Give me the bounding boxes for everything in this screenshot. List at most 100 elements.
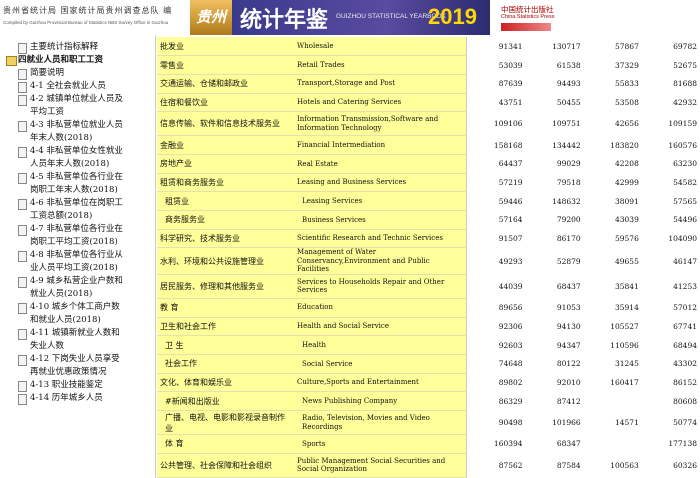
value-cell: 94347 [525, 335, 584, 355]
value-cell: 52879 [525, 247, 584, 275]
industry-en: Hotels and Catering Services [294, 93, 468, 113]
industry-en: Scientific Research and Technic Services [294, 229, 468, 249]
industry-en: Business Services [294, 210, 468, 230]
industry-zh: 商务服务业 [157, 210, 295, 230]
industry-en: Radio, Television, Movies and Video Reco… [294, 410, 468, 435]
table-row: 公共管理、社会保障和社会组织 Public Management Social S… [157, 453, 700, 478]
value-cell: 101966 [525, 410, 584, 435]
nav-item[interactable]: 4-12 下岗失业人员享受再就业优惠政策情况 [0, 353, 126, 379]
nav-item[interactable]: 主要统计指标解释 [0, 41, 126, 54]
value-cell: 49655 [583, 247, 642, 275]
nav-item[interactable]: 4-8 非私营单位各行业从业人员平均工资(2018) [0, 249, 126, 275]
value-cell: 90498 [466, 410, 526, 435]
value-cell: 94130 [525, 317, 584, 336]
value-cell: 43302 [641, 354, 700, 374]
industry-zh: 公共管理、社会保障和社会组织 [157, 453, 295, 478]
value-cell: 92010 [525, 373, 584, 392]
table-row: 文化、体育和娱乐业 Culture,Sports and Entertainmen… [157, 373, 700, 393]
value-cell: 42932 [641, 93, 700, 112]
industry-zh: 信息传输、软件和信息技术服务业 [157, 111, 295, 137]
value-cell: 44039 [466, 274, 526, 299]
nav-item[interactable]: 4-6 非私营单位在岗职工工资总额(2018) [0, 197, 126, 223]
press-logo-bar [501, 23, 551, 31]
value-cell: 91053 [525, 298, 584, 318]
industry-en: Information Transmission,Software and In… [294, 111, 468, 137]
nav-item[interactable]: 4-11 城镇新就业人数和失业人数 [0, 327, 126, 353]
industry-zh: 批发业 [157, 37, 295, 57]
nav-item[interactable]: 4-2 城镇单位就业人员及平均工资 [0, 93, 126, 119]
value-cell: 183820 [583, 135, 642, 155]
nav-item[interactable]: 简要说明 [0, 67, 126, 80]
value-cell: 160394 [466, 434, 526, 454]
industry-en: Real Estate [294, 154, 468, 174]
value-cell: 89656 [466, 298, 526, 318]
nav-item[interactable]: 4-7 非私营单位各行业在岗职工平均工资(2018) [0, 223, 126, 249]
value-cell: 92306 [466, 317, 526, 336]
value-cell: 50455 [525, 93, 584, 112]
value-cell: 38091 [583, 191, 642, 211]
nav-item[interactable]: 4-4 非私营单位女性就业人员年末人数(2018) [0, 145, 126, 171]
table-row: 广播、电视、电影和影视录音制作业 Radio, Television, Movie… [157, 410, 700, 435]
industry-en: Leasing and Business Services [294, 173, 468, 193]
nav-item[interactable]: 4-14 历年城乡人员 [0, 392, 126, 405]
industry-zh: 住宿和餐饮业 [157, 93, 295, 113]
value-cell [583, 391, 642, 411]
industry-zh: 体 育 [157, 434, 295, 454]
nav-item[interactable]: 4-3 非私营单位就业人员年末人数(2018) [0, 119, 126, 145]
table-row: 商务服务业 Business Services 57164 79200 43039 544… [157, 210, 700, 230]
table-row: 零售业 Retail Trades 53039 61538 37329 52675 [157, 55, 700, 75]
value-cell: 57565 [641, 191, 700, 211]
nav-item[interactable]: 4-13 职业技能鉴定 [0, 379, 126, 392]
press-logo: 中国统计出版社 China Statistics Press [497, 2, 569, 33]
industry-zh: 零售业 [157, 55, 295, 75]
publisher-en: Compiled by Guizhou Provincial Bureau of… [3, 20, 169, 25]
table-row: 居民服务、修理和其他服务业 Services to Households Repa… [157, 274, 700, 299]
industry-en: Transport,Storage and Post [294, 74, 468, 94]
industry-en: Services to Households Repair and Other … [294, 274, 468, 299]
nav-item[interactable]: 4-10 城乡个体工商户数和就业人员(2018) [0, 301, 126, 327]
value-cell: 59446 [466, 191, 526, 211]
value-cell: 68347 [525, 434, 584, 454]
value-cell: 42999 [583, 173, 642, 192]
industry-zh: 租赁和商务服务业 [157, 173, 295, 193]
value-cell: 87562 [466, 453, 526, 478]
nav-item[interactable]: 四就业人员和职工工资 [0, 54, 138, 67]
table-row: 租赁和商务服务业 Leasing and Business Services 572… [157, 173, 700, 193]
industry-zh: 租赁业 [157, 191, 295, 211]
value-cell: 57219 [466, 173, 526, 192]
value-cell: 104090 [641, 229, 700, 248]
industry-zh: 社会工作 [157, 354, 295, 374]
value-cell: 177138 [641, 434, 700, 454]
table-row: 批发业 Wholesale 91341 130717 57867 69782 [157, 37, 700, 57]
value-cell: 87639 [466, 74, 526, 94]
value-cell: 105527 [583, 317, 642, 336]
data-table: 批发业 Wholesale 91341 130717 57867 69782 零售业 Reta… [157, 37, 700, 478]
industry-zh: 文化、体育和娱乐业 [157, 373, 295, 393]
content: 批发业 Wholesale 91341 130717 57867 69782 零售业 Reta… [157, 37, 700, 478]
value-cell: 43039 [583, 210, 642, 230]
value-cell [583, 434, 642, 454]
value-cell: 92603 [466, 335, 526, 355]
press-name-en: China Statistics Press [501, 14, 555, 20]
value-cell: 86170 [525, 229, 584, 248]
industry-en: Education [294, 298, 468, 318]
industry-zh: 卫生和社会工作 [157, 317, 295, 337]
value-cell: 87584 [525, 453, 584, 478]
year: 2019 [428, 4, 477, 29]
table-row: 交通运输、仓储和邮政业 Transport,Storage and Post 876… [157, 74, 700, 94]
value-cell: 37329 [583, 55, 642, 75]
nav-item[interactable]: 4-1 全社会就业人员 [0, 80, 126, 93]
value-cell: 69782 [641, 37, 700, 56]
title: 统计年鉴 [240, 8, 329, 33]
nav-item[interactable]: 4-5 非私营单位各行业在岗职工年末人数(2018) [0, 171, 126, 197]
table-row: 租赁业 Leasing Services 59446 148632 38091 57565 [157, 191, 700, 211]
table-row: #新闻和出版业 News Publishing Company 86329 87412… [157, 391, 700, 411]
nav-item[interactable]: 4-9 城乡私营企业户数和就业人员(2018) [0, 275, 126, 301]
industry-en: Health [294, 335, 468, 355]
value-cell: 80122 [525, 354, 584, 374]
value-cell: 110596 [583, 335, 642, 355]
industry-zh: 金融业 [157, 135, 295, 155]
industry-zh: 广播、电视、电影和影视录音制作业 [157, 410, 295, 435]
value-cell: 57164 [466, 210, 526, 230]
